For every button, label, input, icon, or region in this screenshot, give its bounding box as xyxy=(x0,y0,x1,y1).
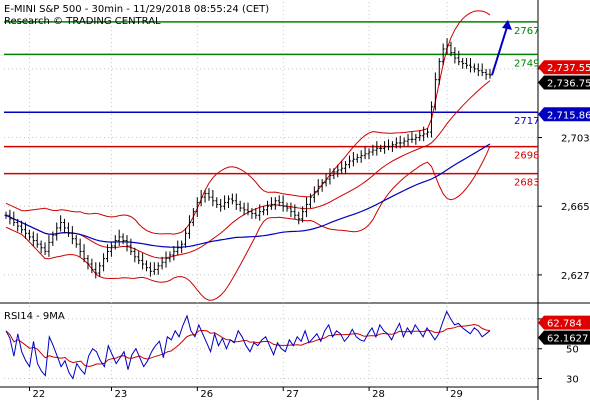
price-tag xyxy=(538,107,590,122)
y-tick-label: 2,627 xyxy=(561,271,590,282)
chart-source: Research © TRADING CENTRAL xyxy=(4,16,161,27)
moving-average xyxy=(5,143,491,248)
level-label: 2683 xyxy=(514,178,539,189)
price-tag-label: 2,715.86 xyxy=(547,110,590,121)
x-tick-label: 27 xyxy=(286,389,299,400)
x-tick-label: 22 xyxy=(33,389,46,400)
rsi-tag-label: 62.1627 xyxy=(547,334,588,345)
y-tick-label: 2,703 xyxy=(561,134,590,145)
rsi-tag xyxy=(538,330,590,345)
level-label: 2749 xyxy=(514,58,539,69)
x-tick-label: 28 xyxy=(372,389,385,400)
y-tick-label: 2,665 xyxy=(561,202,590,213)
projection-arrow xyxy=(491,23,509,76)
rsi-tag-label: 62.784 xyxy=(547,319,582,330)
rsi-line xyxy=(5,310,491,380)
level-label: 2698 xyxy=(514,151,539,162)
price-tag xyxy=(538,75,590,90)
bollinger-upper xyxy=(5,10,491,235)
rsi-title: RSI14 - 9MA xyxy=(4,311,65,322)
x-tick-label: 23 xyxy=(114,389,127,400)
bollinger-lower xyxy=(5,145,491,301)
x-tick-label: 29 xyxy=(450,389,463,400)
level-label: 2717 xyxy=(514,116,539,127)
rsi-y-tick-label: 30 xyxy=(566,375,579,386)
price-tag-label: 2,737.55 xyxy=(547,63,590,74)
price-tag xyxy=(538,60,590,75)
rsi-y-tick-label: 50 xyxy=(566,345,579,356)
price-tag-label: 2,736.75 xyxy=(547,79,590,90)
rsi-tag xyxy=(538,315,590,330)
projection-arrowhead xyxy=(502,19,512,30)
x-tick-label: 26 xyxy=(200,389,213,400)
level-label: 2767 xyxy=(514,26,539,37)
chart-title: E-MINI S&P 500 - 30min - 11/29/2018 08:5… xyxy=(4,4,269,15)
